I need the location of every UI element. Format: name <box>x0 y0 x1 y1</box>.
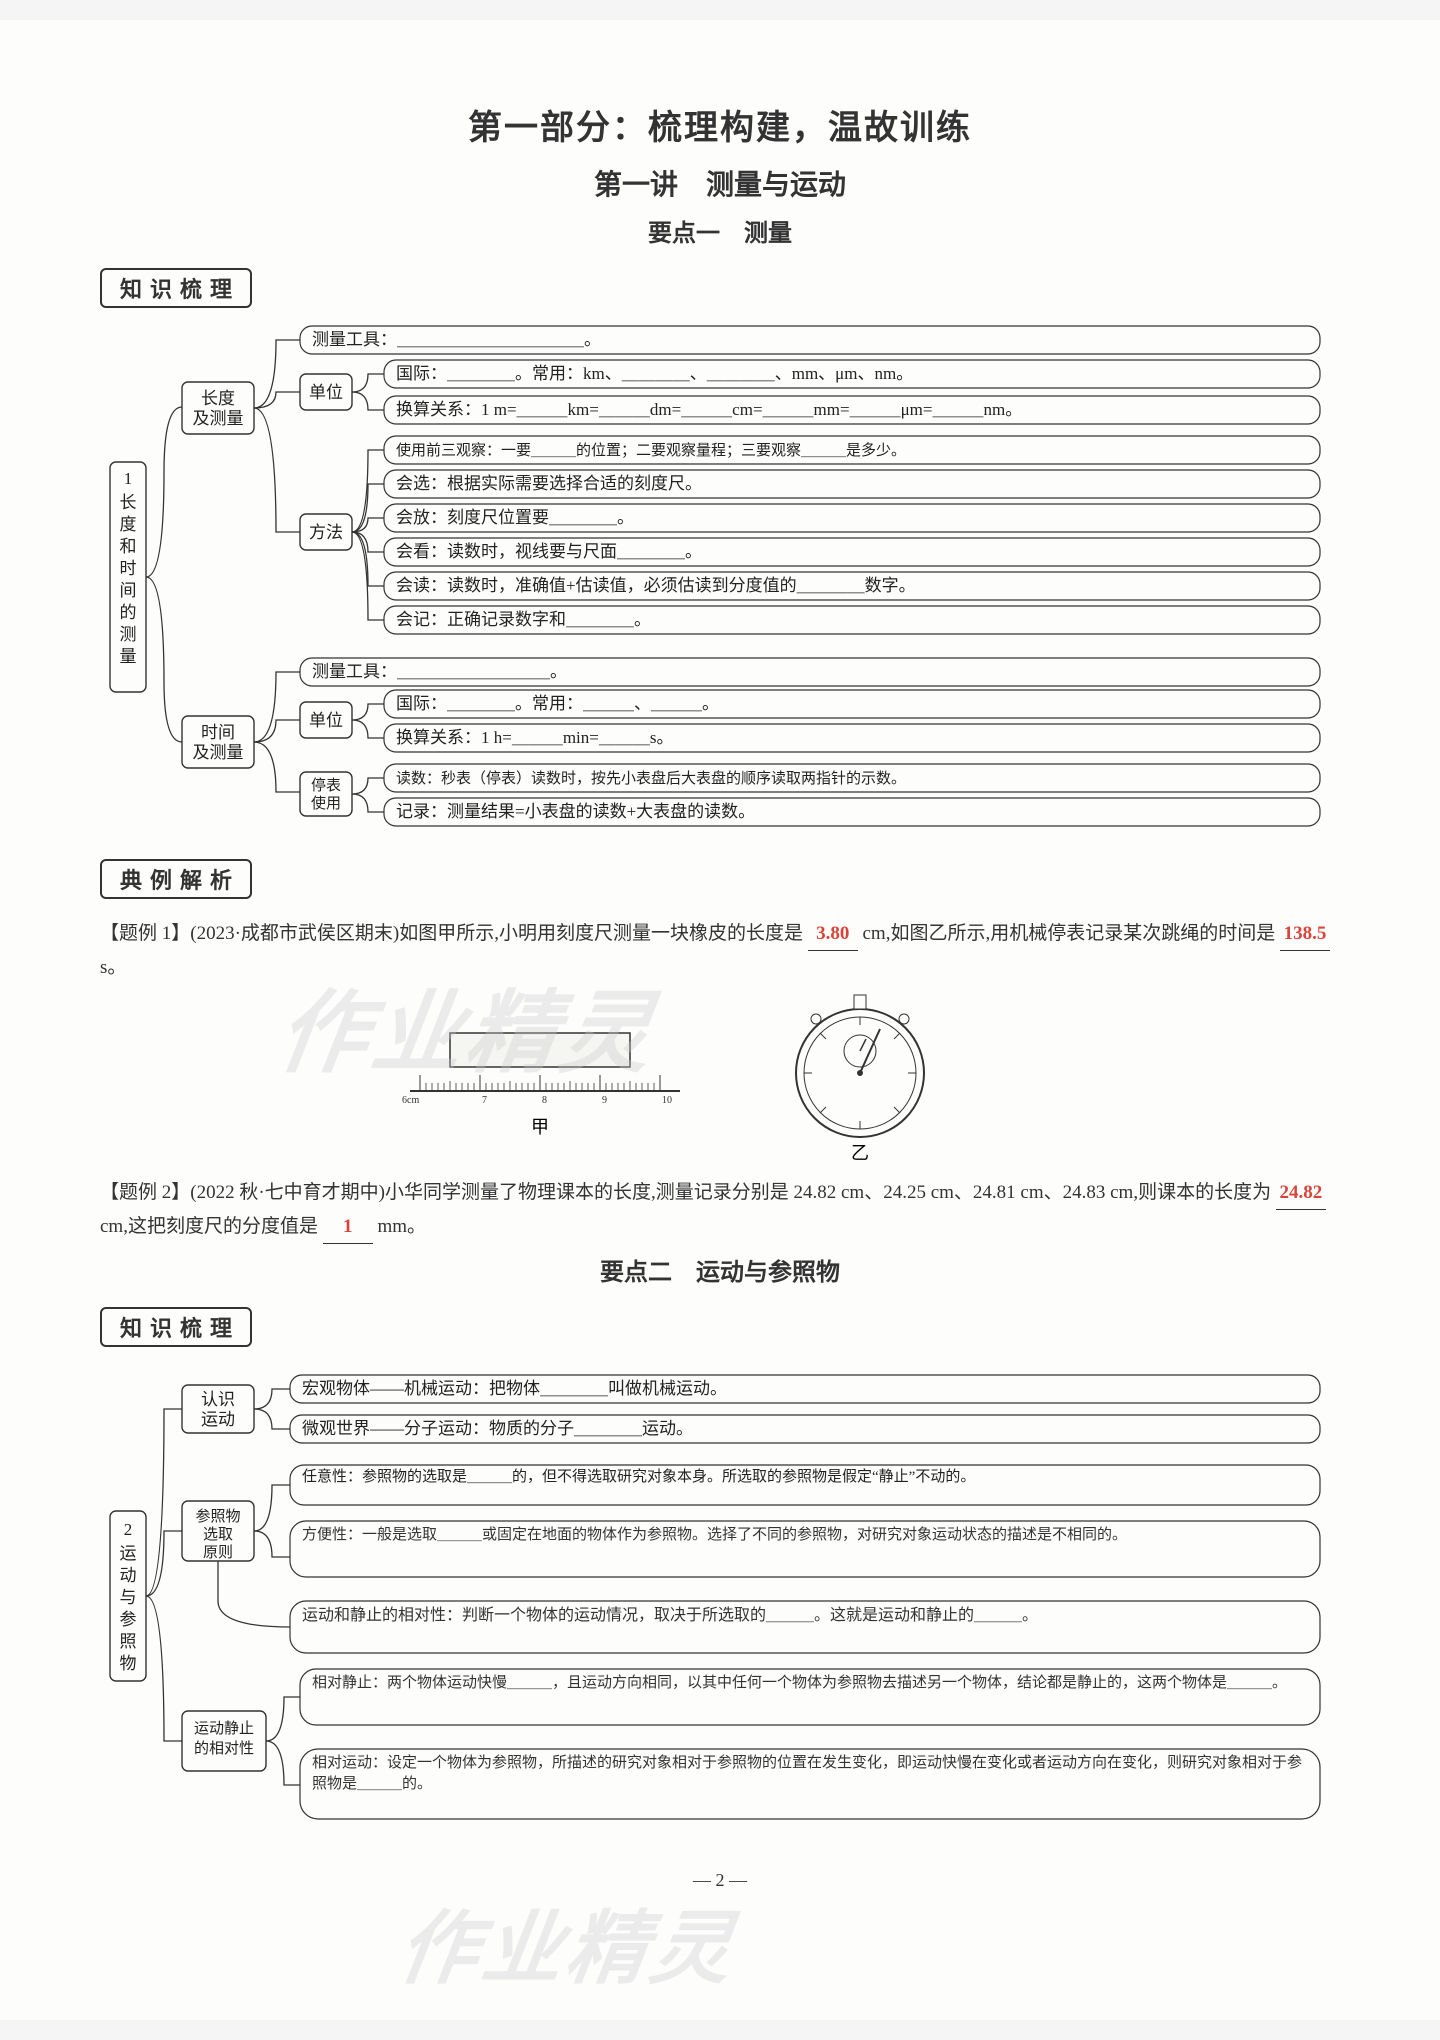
svg-text:记录：测量结果=小表盘的读数+大表盘的读数。: 记录：测量结果=小表盘的读数+大表盘的读数。 <box>396 802 755 821</box>
svg-text:会读：读数时，准确值+估读值，必须估读到分度值的＿＿＿＿数字: 会读：读数时，准确值+估读值，必须估读到分度值的＿＿＿＿数字。 <box>396 576 916 595</box>
ex2-answer-2: 1 <box>323 1210 373 1244</box>
svg-text:与: 与 <box>120 1588 137 1607</box>
svg-text:的: 的 <box>120 603 137 622</box>
svg-text:乙: 乙 <box>851 1143 869 1163</box>
svg-text:会选：根据实际需要选择合适的刻度尺。: 会选：根据实际需要选择合适的刻度尺。 <box>396 474 702 493</box>
svg-text:换算关系：1 h=＿＿＿min=＿＿＿s。: 换算关系：1 h=＿＿＿min=＿＿＿s。 <box>396 728 674 747</box>
tag-knowledge-2: 知识梳理 <box>100 1307 252 1347</box>
page: 第一部分：梳理构建，温故训练 第一讲 测量与运动 要点一 测量 知识梳理 1 长… <box>0 20 1440 2020</box>
svg-text:9: 9 <box>602 1095 607 1106</box>
svg-text:8: 8 <box>542 1095 547 1106</box>
svg-text:换算关系：1 m=＿＿＿km=＿＿＿dm=＿＿＿cm=＿＿＿: 换算关系：1 m=＿＿＿km=＿＿＿dm=＿＿＿cm=＿＿＿mm=＿＿＿μm=＿… <box>396 400 1022 419</box>
svg-text:国际：＿＿＿＿。常用：km、＿＿＿＿、＿＿＿＿、mm、μm、: 国际：＿＿＿＿。常用：km、＿＿＿＿、＿＿＿＿、mm、μm、nm。 <box>396 364 913 383</box>
svg-text:照: 照 <box>120 1632 137 1651</box>
svg-text:单位: 单位 <box>309 383 343 402</box>
svg-text:长度: 长度 <box>201 389 235 408</box>
svg-text:1: 1 <box>124 469 133 488</box>
svg-text:微观世界——分子运动：物质的分子＿＿＿＿运动。: 微观世界——分子运动：物质的分子＿＿＿＿运动。 <box>302 1419 693 1438</box>
svg-text:6cm: 6cm <box>402 1095 419 1106</box>
svg-text:物: 物 <box>120 1654 137 1673</box>
svg-text:会放：刻度尺位置要＿＿＿＿。: 会放：刻度尺位置要＿＿＿＿。 <box>396 508 634 527</box>
svg-text:间: 间 <box>120 581 137 600</box>
svg-text:时间: 时间 <box>201 723 235 742</box>
svg-text:运: 运 <box>120 1544 137 1563</box>
svg-text:及测量: 及测量 <box>193 409 244 428</box>
title-point-1: 要点一 测量 <box>100 213 1340 248</box>
svg-text:运动静止: 运动静止 <box>194 1720 254 1737</box>
tag-examples: 典例解析 <box>100 859 252 899</box>
svg-text:时: 时 <box>120 559 137 578</box>
d1-a-tool: 测量工具：＿＿＿＿＿＿＿＿＿＿＿。 <box>312 330 601 349</box>
example-2: 【题例 2】(2022 秋·七中育才期中)小华同学测量了物理课本的长度,测量记录… <box>100 1176 1340 1245</box>
diagram-motion: 2 运 动 与 参 照 物 认识 运动 宏观物体——机械运动：把物体＿＿＿＿叫做… <box>100 1361 1340 1831</box>
svg-text:读数：秒表（停表）读数时，按先小表盘后大表盘的顺序读取两指针: 读数：秒表（停表）读数时，按先小表盘后大表盘的顺序读取两指针的示数。 <box>396 769 906 787</box>
svg-text:运动: 运动 <box>201 1410 235 1429</box>
title-lecture: 第一讲 测量与运动 <box>100 163 1340 203</box>
svg-text:方法: 方法 <box>309 523 343 542</box>
tag-knowledge-1: 知识梳理 <box>100 268 252 308</box>
svg-text:宏观物体——机械运动：把物体＿＿＿＿叫做机械运动。: 宏观物体——机械运动：把物体＿＿＿＿叫做机械运动。 <box>302 1379 727 1398</box>
svg-text:测: 测 <box>120 625 137 644</box>
svg-text:选取: 选取 <box>203 1526 233 1543</box>
svg-text:使用: 使用 <box>311 795 341 812</box>
svg-text:参: 参 <box>120 1610 137 1629</box>
svg-text:停表: 停表 <box>311 777 341 794</box>
figure-ruler-stopwatch: 6cm 7 8 9 10 <box>100 993 1340 1168</box>
svg-text:的相对性: 的相对性 <box>194 1740 254 1757</box>
svg-text:测量工具：＿＿＿＿＿＿＿＿＿。: 测量工具：＿＿＿＿＿＿＿＿＿。 <box>312 662 567 681</box>
svg-text:2: 2 <box>124 1520 133 1539</box>
svg-text:认识: 认识 <box>201 1390 235 1409</box>
svg-text:10: 10 <box>662 1095 672 1106</box>
ex2-answer-1: 24.82 <box>1276 1176 1326 1210</box>
svg-text:会记：正确记录数字和＿＿＿＿。: 会记：正确记录数字和＿＿＿＿。 <box>396 610 651 629</box>
watermark-2: 作业精灵 <box>392 1884 744 2000</box>
svg-text:及测量: 及测量 <box>193 743 244 762</box>
svg-text:会看：读数时，视线要与尺面＿＿＿＿。: 会看：读数时，视线要与尺面＿＿＿＿。 <box>396 542 702 561</box>
svg-text:动: 动 <box>120 1566 137 1585</box>
diagram-measurement: 1 长 度 和 时 间 的 测 量 长度 及测量 测量工具：＿＿＿＿＿＿＿＿＿＿… <box>100 322 1340 832</box>
svg-text:量: 量 <box>120 647 137 666</box>
svg-text:7: 7 <box>482 1095 487 1106</box>
ex1-answer-1: 3.80 <box>808 917 858 951</box>
svg-text:甲: 甲 <box>531 1117 549 1137</box>
example-1: 【题例 1】(2023·成都市武侯区期末)如图甲所示,小明用刻度尺测量一块橡皮的… <box>100 917 1340 985</box>
ex1-answer-2: 138.5 <box>1280 917 1330 951</box>
svg-text:原则: 原则 <box>203 1544 233 1561</box>
title-point-2: 要点二 运动与参照物 <box>100 1252 1340 1287</box>
page-number: — 2 — <box>100 1870 1340 1891</box>
svg-text:国际：＿＿＿＿。常用：＿＿＿、＿＿＿。: 国际：＿＿＿＿。常用：＿＿＿、＿＿＿。 <box>396 694 719 713</box>
svg-text:任意性：参照物的选取是＿＿＿的，但不得选取研究对象本身。所选: 任意性：参照物的选取是＿＿＿的，但不得选取研究对象本身。所选取的参照物是假定“静… <box>302 1467 975 1485</box>
svg-text:长: 长 <box>120 493 137 512</box>
svg-text:参照物: 参照物 <box>195 1508 240 1525</box>
svg-text:使用前三观察：一要＿＿＿的位置；二要观察量程；三要观察＿＿＿: 使用前三观察：一要＿＿＿的位置；二要观察量程；三要观察＿＿＿是多少。 <box>396 441 906 459</box>
svg-text:单位: 单位 <box>309 711 343 730</box>
title-main: 第一部分：梳理构建，温故训练 <box>100 100 1340 149</box>
svg-text:度: 度 <box>120 515 137 534</box>
svg-text:和: 和 <box>120 537 137 556</box>
